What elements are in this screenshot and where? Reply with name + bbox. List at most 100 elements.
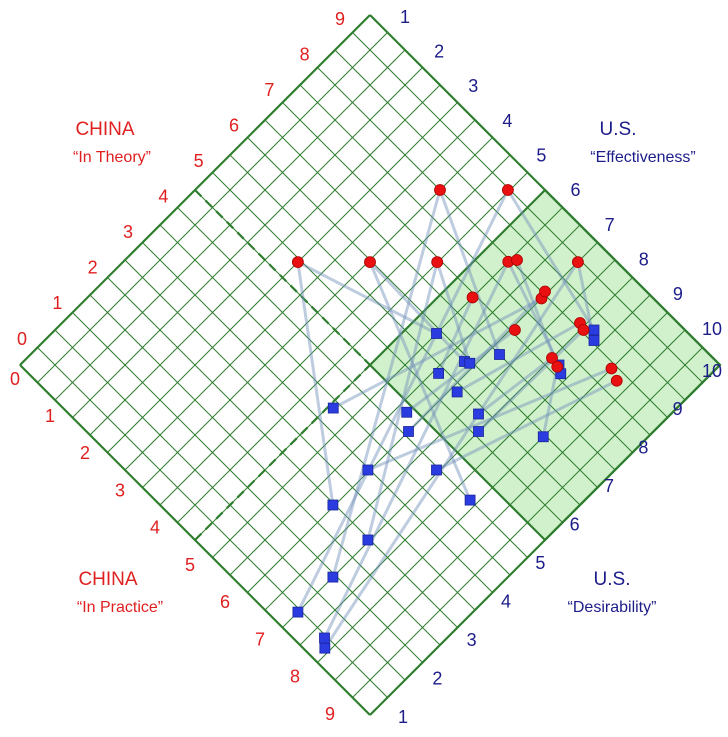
axis-tick-label: 8 <box>300 44 310 64</box>
red-point <box>364 256 376 269</box>
region-border <box>368 188 722 542</box>
link <box>368 261 472 501</box>
axis-tick-label: 1 <box>52 293 62 313</box>
blue-point <box>327 571 339 583</box>
axis-tick-label: 8 <box>638 438 648 458</box>
axis-tick-label: 5 <box>535 553 545 573</box>
red-point <box>511 254 523 266</box>
red-point <box>501 184 514 196</box>
red-point <box>551 360 564 373</box>
axis-tick-label: 5 <box>536 145 546 165</box>
blue-point <box>433 367 445 379</box>
links <box>296 189 618 649</box>
red-point <box>546 352 558 364</box>
axis-tick-label: 2 <box>434 41 444 61</box>
caption-title: China <box>78 569 137 590</box>
blue-point <box>362 534 374 546</box>
axis-tick-label: 4 <box>502 111 512 131</box>
caption-subtitle: “In Theory” <box>73 149 151 166</box>
axis-tick-label: 1 <box>398 707 408 727</box>
caption-title: China <box>75 119 134 140</box>
axis-tick-label: 8 <box>290 667 300 687</box>
blue-point <box>292 606 304 618</box>
axis-tick-label: 9 <box>673 399 683 419</box>
axis-tick-label: 4 <box>158 187 168 207</box>
axis-tick-label: 2 <box>80 443 90 463</box>
blue-point <box>327 402 339 414</box>
axis-tick-label: 3 <box>468 76 478 96</box>
axis-tick-label: 9 <box>325 704 335 724</box>
axis-tick-label: 10 <box>702 319 722 339</box>
red-point <box>291 256 304 269</box>
red-point <box>431 256 444 269</box>
red-point <box>577 324 590 336</box>
axis-tick-label: 1 <box>400 7 410 27</box>
axis-tick-label: 4 <box>501 591 511 611</box>
blue-point <box>588 324 600 336</box>
link <box>541 366 559 438</box>
link <box>438 189 501 356</box>
axis-tick-label: 6 <box>229 115 239 135</box>
axis-tick-label: 3 <box>115 480 125 500</box>
caption-subtitle: “In Practice” <box>77 599 163 616</box>
axis-tick-label: 8 <box>639 249 649 269</box>
red-point <box>610 374 623 387</box>
red-point <box>572 256 584 269</box>
link <box>506 189 596 331</box>
axis-tick-label: 7 <box>255 629 265 649</box>
link <box>366 261 439 541</box>
blue-point <box>464 494 476 506</box>
blue-point <box>473 408 484 420</box>
axis-tick-label: 6 <box>220 592 230 612</box>
marks <box>291 184 623 654</box>
link <box>435 379 618 472</box>
axis-tick-label: 2 <box>432 668 442 688</box>
link <box>456 321 581 394</box>
red-point <box>434 184 446 196</box>
link <box>297 260 438 335</box>
link <box>323 261 510 639</box>
link <box>296 189 510 613</box>
blue-point <box>464 357 476 369</box>
axis-tick-label: 3 <box>123 222 133 242</box>
axis-tick-label: 7 <box>605 215 615 235</box>
axis-tick-label: 0 <box>17 329 27 349</box>
link <box>367 367 613 472</box>
blue-point <box>431 464 442 476</box>
red-point <box>605 362 618 375</box>
axis-tick-label: 5 <box>185 555 195 575</box>
axis-tick-label: 0 <box>10 369 20 389</box>
blue-point <box>403 426 414 437</box>
grid <box>19 14 722 716</box>
axis-tick-label: 4 <box>150 518 160 538</box>
labels: 0 1 2 3 4 5 6 7 8 9 1 2 3 4 5 6 7 8 9 10 0 1 2 3 4 5 6 7 8 9 10 9 8 7 6 5 4 3… <box>10 7 722 727</box>
axis-tick-label: 9 <box>335 9 345 29</box>
blue-point <box>473 426 484 437</box>
axis-tick-label: 7 <box>604 476 614 496</box>
caption-subtitle: “Effectiveness” <box>590 149 696 166</box>
red-point <box>539 285 551 298</box>
blue-point <box>319 632 330 644</box>
axis-tick-label: 6 <box>570 515 580 535</box>
axis-tick-label: 5 <box>194 151 204 171</box>
link <box>405 328 516 414</box>
link <box>332 297 543 410</box>
blue-point <box>327 499 339 511</box>
axis-tick-label: 2 <box>88 258 98 278</box>
link <box>296 261 335 506</box>
axis-tick-label: 6 <box>571 180 581 200</box>
blue-point <box>362 464 374 476</box>
caption-title: U.S. <box>594 569 631 590</box>
link <box>323 261 580 649</box>
link <box>477 328 585 433</box>
axis-tick-label: 3 <box>467 630 477 650</box>
blue-point <box>319 642 331 654</box>
axis-tick-label: 7 <box>264 80 274 100</box>
blue-point <box>537 431 549 443</box>
link <box>435 261 472 364</box>
red-point <box>466 291 479 304</box>
caption-subtitle: “Desirability” <box>568 599 657 616</box>
axis-tick-label: 10 <box>702 361 722 381</box>
blue-point <box>401 406 413 418</box>
